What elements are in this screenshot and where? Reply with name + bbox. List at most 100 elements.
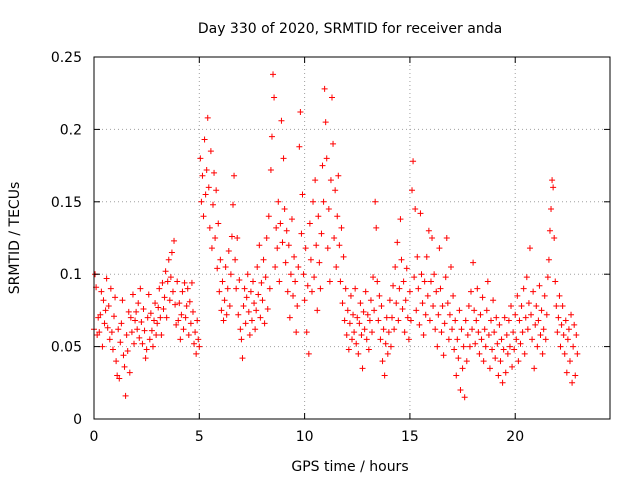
data-point-marker (444, 300, 451, 307)
data-point-marker (198, 198, 205, 205)
data-point-marker (265, 213, 272, 220)
data-point-marker (508, 303, 515, 310)
data-point-marker (321, 85, 328, 92)
data-point-marker (516, 317, 523, 324)
data-point-marker (477, 311, 484, 318)
data-point-marker (120, 352, 127, 359)
data-point-marker (486, 365, 493, 372)
data-point-marker (571, 321, 578, 328)
data-point-marker (322, 119, 329, 126)
data-point-marker (187, 320, 194, 327)
data-point-marker (107, 285, 114, 292)
data-point-marker (345, 346, 352, 353)
data-point-marker (425, 227, 432, 234)
data-point-marker (439, 303, 446, 310)
data-point-marker (134, 326, 141, 333)
data-point-marker (517, 340, 524, 347)
data-point-marker (131, 340, 138, 347)
data-point-marker (197, 155, 204, 162)
data-point-marker (339, 300, 346, 307)
data-point-marker (167, 274, 174, 281)
data-point-marker (335, 172, 342, 179)
data-point-marker (437, 285, 444, 292)
data-point-marker (519, 329, 526, 336)
data-point-marker (534, 343, 541, 350)
data-point-marker (389, 314, 396, 321)
data-point-marker (144, 314, 151, 321)
data-point-marker (145, 291, 152, 298)
data-point-marker (566, 358, 573, 365)
data-point-marker (213, 187, 220, 194)
data-point-marker (393, 300, 400, 307)
data-point-marker (306, 220, 313, 227)
data-point-marker (273, 224, 280, 231)
data-point-marker (318, 230, 325, 237)
data-point-marker (466, 343, 473, 350)
data-point-marker (361, 326, 368, 333)
data-point-marker (314, 307, 321, 314)
data-point-marker (380, 326, 387, 333)
data-point-marker (109, 346, 116, 353)
data-point-marker (154, 320, 161, 327)
data-point-marker (328, 94, 335, 101)
data-point-marker (422, 311, 429, 318)
data-point-marker (202, 191, 209, 198)
data-point-marker (218, 307, 225, 314)
data-point-marker (539, 350, 546, 357)
data-point-marker (291, 253, 298, 260)
data-point-marker (386, 297, 393, 304)
data-point-marker (365, 346, 372, 353)
data-point-marker (323, 155, 330, 162)
data-point-marker (127, 314, 134, 321)
data-point-marker (155, 304, 162, 311)
data-point-marker (149, 343, 156, 350)
data-point-marker (231, 172, 238, 179)
data-point-marker (232, 256, 239, 263)
data-point-marker (400, 278, 407, 285)
data-point-marker (332, 187, 339, 194)
data-point-marker (381, 372, 388, 379)
data-point-marker (246, 332, 253, 339)
data-point-marker (282, 259, 289, 266)
data-point-marker (484, 278, 491, 285)
data-point-marker (430, 303, 437, 310)
data-point-marker (397, 216, 404, 223)
data-point-marker (449, 326, 456, 333)
data-point-marker (504, 350, 511, 357)
data-point-marker (503, 332, 510, 339)
data-point-marker (390, 282, 397, 289)
data-point-marker (166, 297, 173, 304)
data-point-marker (357, 300, 364, 307)
data-point-marker (104, 324, 111, 331)
data-point-marker (250, 278, 257, 285)
data-point-marker (450, 292, 457, 299)
data-point-marker (113, 358, 120, 365)
data-point-marker (128, 329, 135, 336)
data-point-marker (410, 158, 417, 165)
data-point-marker (533, 303, 540, 310)
data-point-marker (340, 253, 347, 260)
data-point-marker (183, 303, 190, 310)
data-point-marker (367, 297, 374, 304)
data-point-marker (496, 321, 503, 328)
data-point-marker (366, 317, 373, 324)
data-point-marker (505, 317, 512, 324)
data-point-marker (395, 317, 402, 324)
data-point-marker (98, 288, 105, 295)
data-point-marker (473, 317, 480, 324)
data-point-marker (443, 235, 450, 241)
data-point-marker (277, 220, 284, 227)
data-point-marker (133, 308, 140, 315)
data-point-marker (288, 216, 295, 223)
data-point-marker (214, 265, 221, 272)
data-point-marker (558, 321, 565, 328)
data-point-marker (121, 363, 128, 370)
data-point-marker (462, 317, 469, 324)
chart-title: Day 330 of 2020, SRMTID for receiver and… (198, 21, 502, 37)
y-tick-label: 0 (73, 412, 82, 428)
data-point-marker (136, 334, 143, 341)
data-point-marker (371, 307, 378, 314)
data-point-marker (513, 336, 520, 343)
data-point-marker (560, 332, 567, 339)
